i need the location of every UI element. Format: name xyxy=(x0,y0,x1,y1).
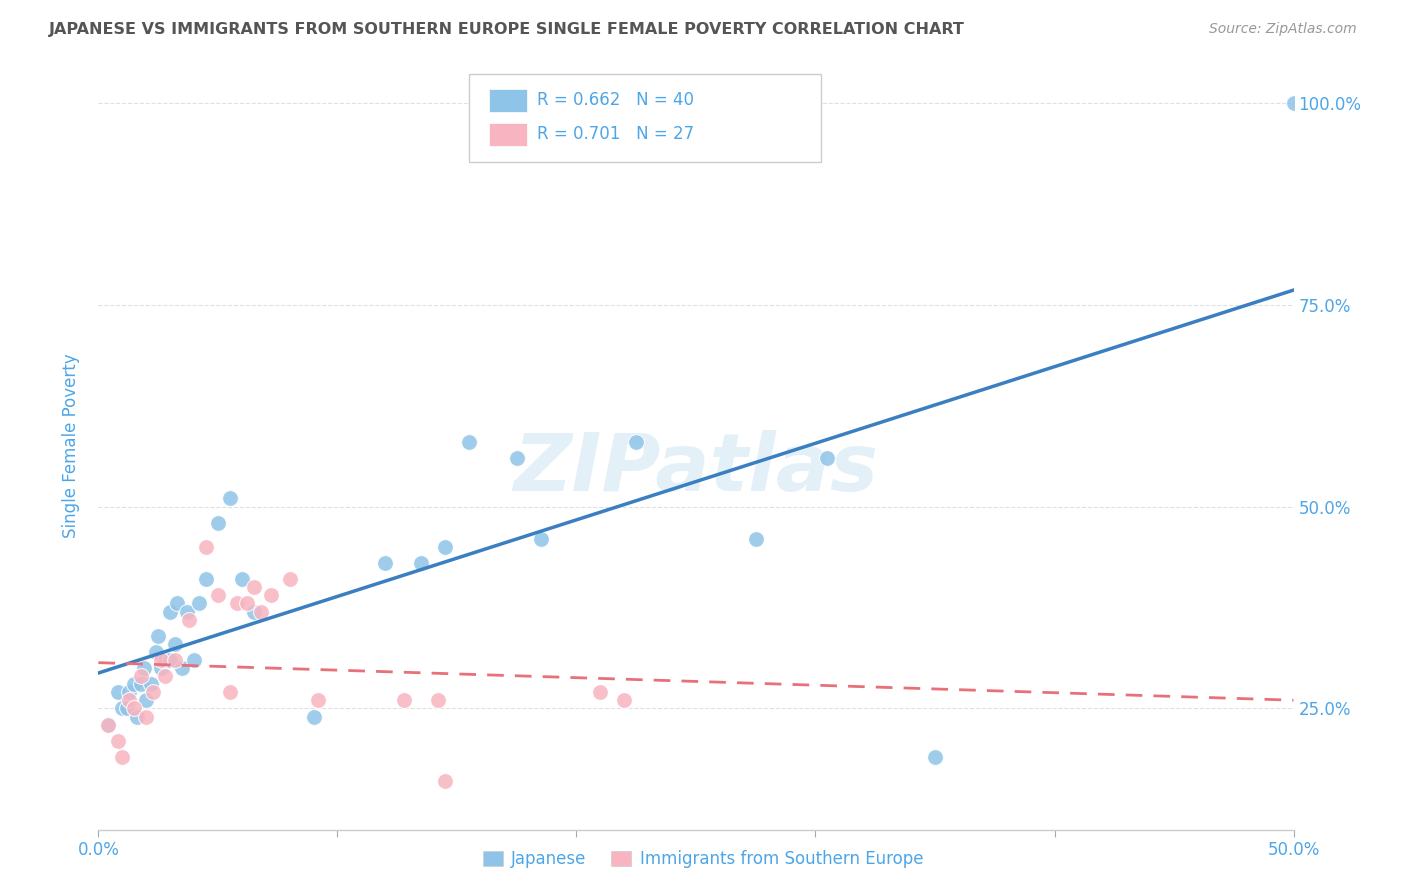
Point xyxy=(131,669,153,683)
Text: JAPANESE VS IMMIGRANTS FROM SOUTHERN EUROPE SINGLE FEMALE POVERTY CORRELATION CH: JAPANESE VS IMMIGRANTS FROM SOUTHERN EUR… xyxy=(49,22,965,37)
Point xyxy=(115,701,138,715)
FancyBboxPatch shape xyxy=(489,89,527,112)
Point xyxy=(125,709,148,723)
Point xyxy=(815,451,838,466)
Point xyxy=(163,637,186,651)
Point xyxy=(307,693,329,707)
Point xyxy=(124,701,146,715)
Point xyxy=(235,597,257,611)
Point xyxy=(118,685,141,699)
Point xyxy=(195,540,218,554)
Point xyxy=(207,588,229,602)
Point xyxy=(135,709,157,723)
Point xyxy=(434,540,457,554)
FancyBboxPatch shape xyxy=(470,74,821,162)
Text: R = 0.701   N = 27: R = 0.701 N = 27 xyxy=(537,125,695,143)
Point xyxy=(745,532,768,546)
Point xyxy=(195,572,218,586)
Point xyxy=(135,693,157,707)
Point xyxy=(394,693,416,707)
Point xyxy=(179,613,201,627)
Point xyxy=(302,709,325,723)
Point xyxy=(613,693,636,707)
Text: R = 0.662   N = 40: R = 0.662 N = 40 xyxy=(537,91,695,109)
Point xyxy=(172,661,194,675)
Point xyxy=(183,653,205,667)
Point xyxy=(226,597,249,611)
Legend: Japanese, Immigrants from Southern Europe: Japanese, Immigrants from Southern Europ… xyxy=(477,844,929,875)
Point xyxy=(219,491,242,506)
Point xyxy=(107,685,129,699)
Point xyxy=(149,653,172,667)
Point xyxy=(411,556,433,570)
Point xyxy=(530,532,553,546)
Point xyxy=(589,685,612,699)
Point xyxy=(243,580,266,594)
Point xyxy=(259,588,281,602)
Point xyxy=(506,451,529,466)
Point xyxy=(187,597,209,611)
Point xyxy=(250,605,273,619)
Point xyxy=(111,750,134,764)
Text: ZIPatlas: ZIPatlas xyxy=(513,430,879,508)
Point xyxy=(374,556,396,570)
Point xyxy=(1282,95,1305,110)
Point xyxy=(118,693,141,707)
Point xyxy=(97,717,120,731)
Point xyxy=(278,572,301,586)
Point xyxy=(97,717,120,731)
Point xyxy=(924,750,946,764)
Point xyxy=(176,605,198,619)
Point xyxy=(131,677,153,691)
Point xyxy=(434,774,457,789)
Point xyxy=(155,669,177,683)
Point xyxy=(166,597,188,611)
Point xyxy=(139,677,162,691)
Point xyxy=(159,653,181,667)
Point xyxy=(142,685,165,699)
FancyBboxPatch shape xyxy=(489,123,527,146)
Point xyxy=(107,733,129,747)
Point xyxy=(426,693,449,707)
Point xyxy=(163,653,186,667)
Point xyxy=(149,661,172,675)
Y-axis label: Single Female Poverty: Single Female Poverty xyxy=(62,354,80,538)
Point xyxy=(243,605,266,619)
Text: Source: ZipAtlas.com: Source: ZipAtlas.com xyxy=(1209,22,1357,37)
Point xyxy=(111,701,134,715)
Point xyxy=(148,629,170,643)
Point xyxy=(124,677,146,691)
Point xyxy=(231,572,253,586)
Point xyxy=(207,516,229,530)
Point xyxy=(219,685,242,699)
Point xyxy=(155,653,177,667)
Point xyxy=(626,434,648,449)
Point xyxy=(458,434,481,449)
Point xyxy=(159,605,181,619)
Point xyxy=(145,645,167,659)
Point xyxy=(132,661,155,675)
